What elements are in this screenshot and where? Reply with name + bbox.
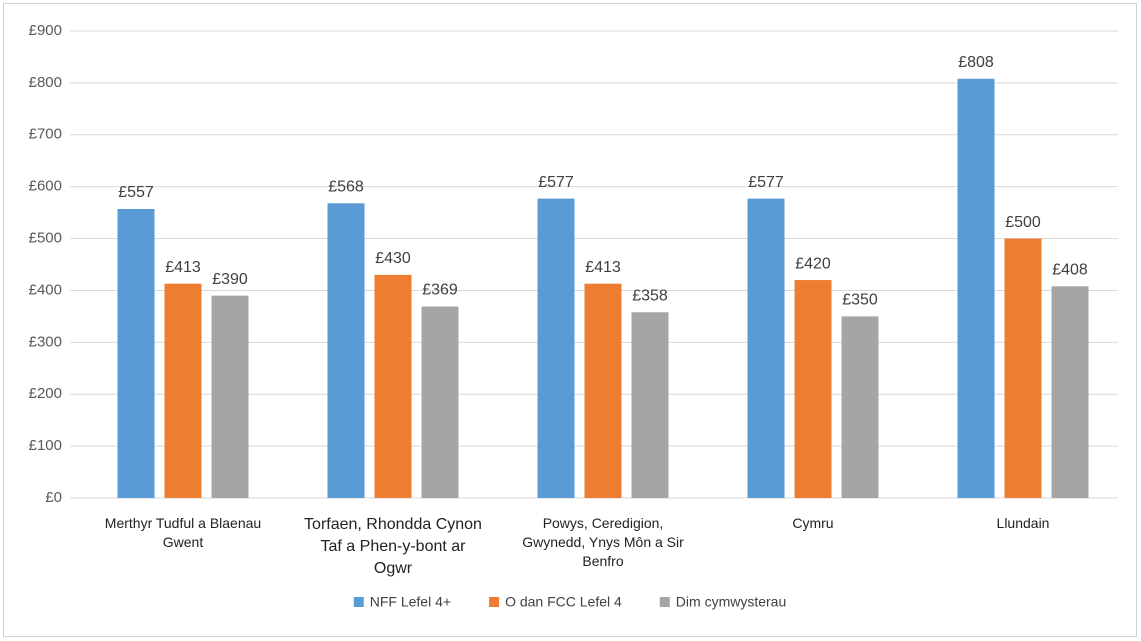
bar	[1004, 238, 1042, 499]
data-label: £557	[118, 184, 154, 201]
data-label: £808	[958, 54, 994, 71]
x-tick-label: Merthyr Tudful a Blaenau Gwent	[104, 515, 262, 550]
y-tick-label: £500	[29, 230, 62, 247]
bar	[957, 78, 995, 498]
bar	[841, 316, 879, 498]
bar	[374, 274, 412, 498]
legend-label: O dan FCC Lefel 4	[505, 594, 622, 610]
data-label: £413	[585, 259, 621, 276]
bar	[747, 198, 785, 498]
y-tick-label: £400	[29, 281, 62, 298]
bar	[794, 280, 832, 498]
data-label: £350	[842, 292, 878, 309]
bar	[421, 306, 459, 498]
x-tick-label: Llundain	[996, 515, 1050, 531]
x-tick-label: Torfaen, Rhondda Cynon Taf a Phen-y-bont…	[304, 516, 482, 577]
y-tick-label: £100	[29, 437, 62, 454]
y-tick-label: £0	[45, 489, 62, 506]
bar	[211, 295, 249, 498]
bar	[537, 198, 575, 498]
data-label: £369	[422, 282, 458, 299]
legend-label: Dim cymwysterau	[676, 594, 786, 610]
data-label: £413	[165, 259, 201, 276]
y-tick-label: £200	[29, 385, 62, 402]
data-label: £568	[328, 178, 364, 195]
legend-swatch	[659, 597, 670, 607]
y-tick-label: £600	[29, 178, 62, 195]
y-tick-label: £300	[29, 333, 62, 350]
y-tick-label: £900	[29, 22, 62, 39]
bar	[164, 283, 202, 498]
y-tick-label: £700	[29, 126, 62, 143]
legend-label: NFF Lefel 4+	[370, 594, 451, 610]
data-label: £358	[632, 287, 668, 304]
x-tick-label: Cymru	[792, 515, 834, 531]
data-label: £577	[538, 174, 574, 191]
legend-swatch	[353, 597, 364, 607]
data-label: £420	[795, 255, 831, 272]
legend-swatch	[489, 597, 500, 607]
data-label: £577	[748, 174, 784, 191]
bar	[584, 283, 622, 498]
bar	[117, 208, 155, 498]
data-label: £408	[1052, 262, 1088, 279]
data-label: £430	[375, 250, 411, 267]
data-label: £500	[1005, 214, 1041, 231]
bar	[1051, 286, 1089, 498]
bar	[327, 203, 365, 498]
x-tick-label: Powys, Ceredigion, Gwynedd, Ynys Môn a S…	[522, 515, 684, 569]
bar	[631, 312, 669, 498]
y-tick-label: £800	[29, 74, 62, 91]
data-label: £390	[212, 271, 248, 288]
